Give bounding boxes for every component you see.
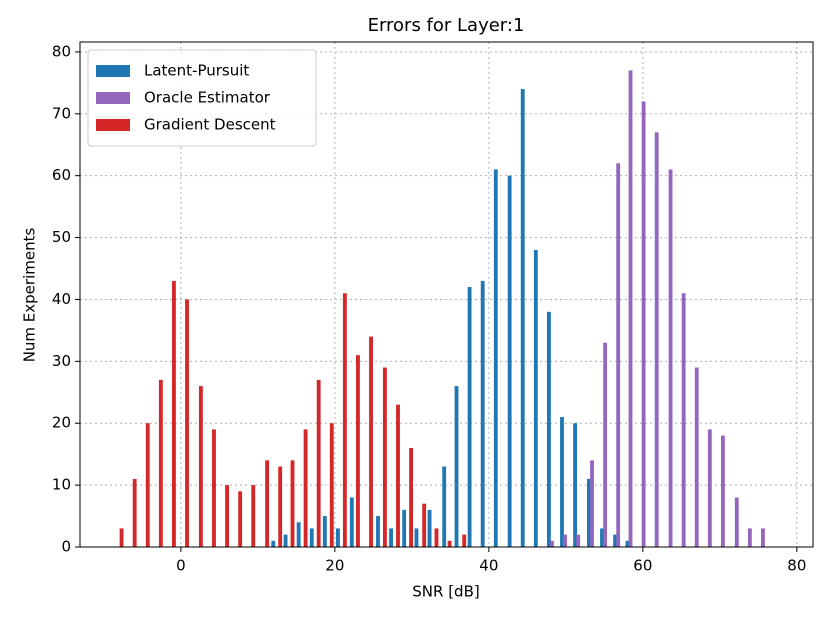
y-axis-label: Num Experiments bbox=[21, 228, 39, 363]
bar bbox=[158, 379, 163, 547]
bar bbox=[480, 280, 485, 547]
bar bbox=[520, 89, 525, 548]
bar bbox=[533, 249, 538, 548]
bar bbox=[442, 466, 447, 547]
bar bbox=[342, 293, 347, 547]
bar bbox=[576, 534, 581, 547]
legend-box bbox=[87, 49, 317, 147]
bar bbox=[427, 509, 432, 547]
y-tick-label: 50 bbox=[52, 228, 71, 246]
y-tick-label: 40 bbox=[52, 290, 71, 308]
bar bbox=[265, 460, 270, 547]
y-tick-label: 30 bbox=[52, 352, 71, 370]
bar bbox=[616, 163, 621, 548]
bar bbox=[707, 429, 712, 547]
bar bbox=[316, 379, 321, 547]
y-tick-label: 0 bbox=[61, 538, 71, 556]
x-tick-label: 0 bbox=[176, 557, 186, 575]
bar bbox=[447, 540, 452, 547]
bar bbox=[654, 132, 659, 547]
bar bbox=[402, 509, 407, 547]
y-tick-label: 80 bbox=[52, 42, 71, 60]
bar bbox=[119, 528, 124, 547]
bar bbox=[600, 528, 604, 547]
legend-swatch bbox=[96, 65, 130, 77]
bar bbox=[145, 423, 150, 547]
bar bbox=[434, 528, 439, 547]
bar bbox=[573, 423, 578, 547]
bar bbox=[271, 540, 276, 547]
bar bbox=[296, 522, 301, 547]
bar bbox=[278, 466, 283, 547]
bar bbox=[462, 534, 467, 547]
bar bbox=[198, 386, 203, 547]
x-tick-label: 80 bbox=[787, 557, 806, 575]
bar bbox=[409, 447, 414, 547]
bar bbox=[590, 460, 594, 547]
bar bbox=[628, 70, 633, 547]
bar bbox=[563, 534, 567, 547]
bar bbox=[550, 540, 554, 547]
bar bbox=[734, 497, 739, 547]
bar bbox=[389, 528, 393, 547]
bar bbox=[613, 534, 618, 547]
bar bbox=[376, 516, 380, 547]
legend: Latent-Pursuit Oracle Estimator Gradient D… bbox=[87, 49, 317, 147]
legend-swatch bbox=[96, 119, 130, 131]
bar bbox=[603, 342, 608, 547]
x-tick-label: 60 bbox=[633, 557, 652, 575]
chart-title: Errors for Layer:1 bbox=[368, 15, 525, 36]
bar bbox=[761, 528, 765, 547]
bar bbox=[668, 169, 673, 548]
x-axis-label: SNR [dB] bbox=[412, 583, 479, 601]
bar bbox=[322, 516, 327, 547]
bar bbox=[369, 336, 373, 547]
y-tick-label: 70 bbox=[52, 104, 71, 122]
bar bbox=[303, 429, 308, 547]
bar bbox=[747, 528, 752, 547]
x-tick-label: 40 bbox=[479, 557, 498, 575]
bar bbox=[414, 528, 419, 547]
bar bbox=[349, 497, 354, 547]
plot-frame bbox=[79, 41, 814, 548]
y-tick-label: 10 bbox=[52, 476, 71, 494]
legend-label: Latent-Pursuit bbox=[144, 62, 249, 80]
bar bbox=[225, 485, 229, 547]
bar bbox=[507, 175, 512, 548]
bar bbox=[283, 534, 288, 547]
bar bbox=[132, 478, 137, 547]
x-tick-label: 20 bbox=[325, 557, 344, 575]
y-tick-label: 20 bbox=[52, 414, 71, 432]
bar bbox=[720, 435, 725, 547]
bar bbox=[396, 404, 400, 547]
bar bbox=[560, 417, 564, 547]
bar bbox=[422, 503, 427, 547]
y-tick-label: 60 bbox=[52, 166, 71, 184]
bar bbox=[309, 528, 314, 547]
bar bbox=[336, 528, 340, 547]
bar bbox=[454, 386, 459, 547]
legend-swatch bbox=[96, 92, 130, 104]
bar bbox=[356, 355, 360, 547]
bar bbox=[290, 460, 295, 547]
bar bbox=[185, 299, 189, 547]
bar bbox=[641, 101, 646, 547]
bar bbox=[329, 423, 334, 547]
bar bbox=[694, 367, 699, 547]
bar bbox=[681, 293, 686, 547]
bar bbox=[493, 169, 498, 548]
bar bbox=[382, 367, 387, 547]
bar bbox=[172, 280, 176, 547]
bar bbox=[625, 540, 630, 547]
bar bbox=[546, 311, 551, 547]
legend-label: Oracle Estimator bbox=[144, 89, 271, 107]
legend-label: Gradient Descent bbox=[144, 116, 276, 134]
bar bbox=[212, 429, 216, 547]
bar bbox=[587, 478, 591, 547]
bar bbox=[238, 491, 243, 547]
bar bbox=[251, 485, 256, 547]
bar bbox=[467, 287, 472, 547]
